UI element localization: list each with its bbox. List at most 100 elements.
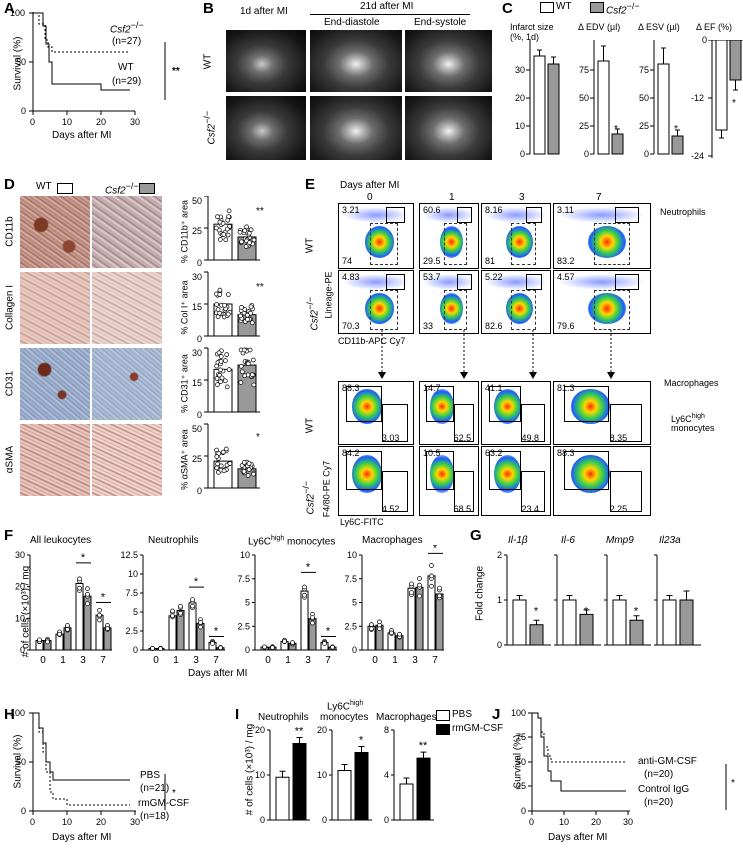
e-row-ko-bot: Csf2 [305,493,317,515]
e-gate-percent: 81.3 [557,383,575,393]
j-ytick-0: 0 [521,806,527,816]
d-dot [243,244,249,249]
c1-title: Infarct size [510,22,554,32]
e-flow-plot: 41.1 49.8 [481,381,551,445]
e-gate-myeloid [594,289,630,331]
c4-sig: * [732,98,736,109]
panel-label-c: C [502,0,513,17]
d4-tick-25: 25 [192,454,203,464]
c2-tick-50: 50 [579,93,590,103]
e-gate-percent: 3.03 [381,433,400,443]
d-dot [249,372,255,378]
d-dot [245,316,250,322]
e-gate-percent: 68.5 [453,504,472,514]
d-dot [225,311,231,317]
c4-tick-24: -24 [691,151,705,161]
b-mri-wt-ed [310,30,402,92]
f-day-label: 7 [100,655,106,666]
e-gate-percent: 41.1 [485,383,503,393]
j-xtick-20: 20 [591,817,602,827]
c-legend-wt: WT [556,1,572,12]
h-xlabel: Days after MI [52,832,112,843]
panel-label-j: J [492,706,501,723]
e-gate-percent: 23.4 [521,504,539,514]
f-tick-label: 10 [128,569,138,579]
g-tick-label: 1 [497,595,502,605]
e-gate-macrophage [425,385,454,422]
f-ylabel: # of cells (×10³) / mg [20,565,32,658]
g-bar [512,599,527,646]
f3-title-tail: monocytes [284,536,336,548]
i-bar [399,783,414,821]
d-dot [216,350,222,356]
e-gate-percent: 63.2 [485,448,503,458]
f-dot [262,644,267,650]
c-legend-wt-swatch [540,2,554,13]
i-bar [275,776,290,821]
f-dot [389,630,394,636]
d-dot [248,304,254,310]
c-legend-ko-swatch [590,2,604,13]
b-col3-title: End-systole [414,17,467,28]
c3-sig: * [674,124,678,135]
f-tick-label: 0 [352,645,357,655]
a-xtick-30: 30 [130,117,141,127]
i3-title: Macrophages [376,712,437,723]
panel-a-survival-chart [29,12,166,115]
d-img-col-ko [92,272,162,344]
c2-sig: * [614,124,618,135]
e-monocytes-label1: Ly6C [671,414,692,424]
g-sig: * [584,605,589,617]
f-day-label: 1 [60,655,66,666]
e-gate-myeloid [370,223,398,265]
i2-title-sup: high [349,700,364,707]
d-dot [227,461,233,466]
f-dot [65,627,70,632]
f-day-label: 7 [213,655,219,666]
e-day-7: 7 [596,192,602,203]
e-gate-monocyte [381,470,408,513]
f-tick-label: 0 [245,645,250,655]
d-dot [246,467,252,472]
d-dot [223,446,229,452]
a-ko-label: Csf2 [110,24,131,36]
i-bar [292,743,307,821]
h-gm-n: (n=18) [140,811,170,822]
e-bot-xlabel: Ly6C-FITC [340,517,384,527]
g-tick-label: 0 [497,640,502,650]
i-legend-pbs-swatch [436,710,450,721]
c2-tick-25: 25 [579,121,590,131]
d-dot [239,369,245,375]
b-col-group-rule [310,14,470,15]
survival-curve-gm [33,712,130,806]
c3-tick-75: 75 [639,65,650,75]
b-mri-ko-1d [226,96,306,160]
f-dot [417,582,422,588]
i-tick-label: 0 [322,815,327,825]
d-dot [245,361,251,367]
d-dot [226,208,232,214]
i-bar [416,757,431,821]
i-tick-label: 8 [384,725,389,735]
f-sig: * [81,552,86,564]
d-dot [239,239,244,245]
e-density [571,455,610,493]
d-dot [238,313,243,319]
e-gate-monocyte [521,403,546,442]
d-dot [220,449,226,455]
h-xtick-10: 10 [62,817,73,827]
f-dot [322,641,327,646]
e-day-3: 3 [519,192,525,203]
survival-curve-anti [532,712,626,763]
f-tick-label: 0 [20,645,25,655]
i2-title2: monocytes [320,712,369,723]
f-dot [77,576,82,582]
c1-bar-wt [533,55,546,155]
f-dot [97,612,102,618]
g-bar [612,599,627,646]
f-tick-label: 2.5 [237,621,250,631]
i-tick-label: 20 [317,725,327,735]
e-density [494,389,522,424]
e-title: Days after MI [340,180,400,191]
e-flow-plot: 8.16 81 [481,203,551,269]
